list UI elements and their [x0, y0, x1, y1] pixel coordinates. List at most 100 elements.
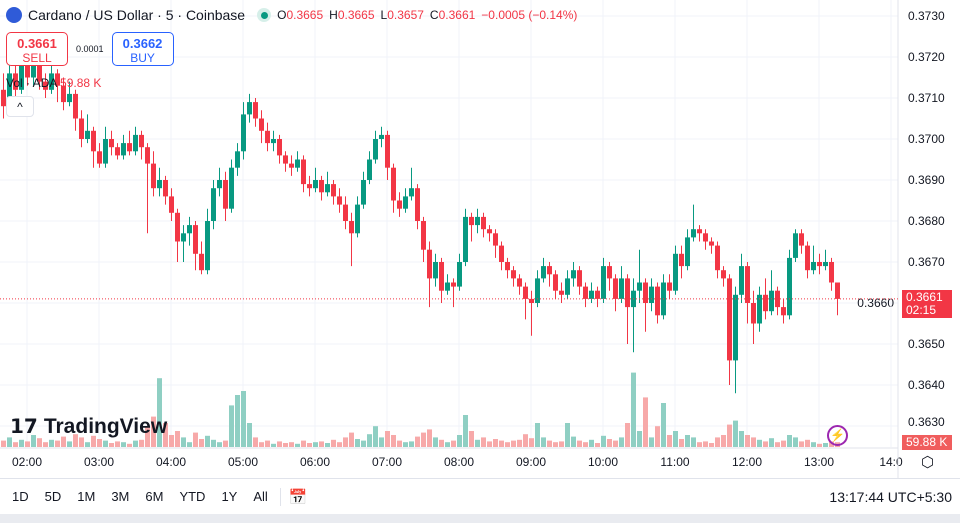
candle [523, 282, 528, 320]
volume-bar [169, 435, 174, 447]
candle-body [295, 159, 300, 168]
range-3m[interactable]: 3M [111, 489, 130, 504]
x-tick-label: 14:0 [879, 455, 903, 469]
settings-icon[interactable]: ⬡ [921, 454, 935, 471]
candle [379, 126, 384, 148]
volume-bar [817, 443, 822, 447]
candle [733, 286, 738, 394]
volume-bar [217, 442, 222, 447]
volume-label: Vol · ADA [6, 76, 57, 90]
candle [295, 151, 300, 172]
candle-body [301, 159, 306, 185]
symbol-title[interactable]: Cardano / US Dollar · 5 · Coinbase [28, 7, 246, 23]
candle [175, 208, 180, 262]
candle [13, 65, 18, 98]
candle [43, 73, 48, 98]
candle-body [385, 134, 390, 168]
candle [73, 89, 78, 131]
candle-body [1, 89, 6, 107]
volume-bar [73, 434, 78, 447]
range-6m[interactable]: 6M [145, 489, 164, 504]
candle [397, 192, 402, 217]
candle-body [205, 221, 210, 271]
candle [619, 266, 624, 303]
volume-bar [409, 441, 414, 447]
buy-button[interactable]: 0.3662 BUY [111, 32, 174, 66]
volume-bar [31, 435, 36, 447]
candle-body [25, 65, 30, 78]
volume-bar [475, 439, 480, 447]
volume-bar [187, 442, 192, 447]
volume-bar [157, 378, 162, 447]
volume-bar [631, 372, 636, 447]
buy-price: 0.3662 [122, 36, 163, 51]
tradingview-logo[interactable]: 𝟭𝟳 TradingView [10, 414, 167, 439]
candle-body [547, 266, 552, 275]
volume-bar [103, 440, 108, 447]
candle-body [835, 282, 840, 299]
volume-bar [715, 437, 720, 447]
candle [133, 126, 138, 156]
volume-bar [49, 439, 54, 447]
change-value: −0.0005 (−0.14%) [481, 8, 578, 22]
volume-bar [115, 441, 120, 447]
candle [661, 274, 666, 320]
sell-button[interactable]: 0.3661 SELL [6, 32, 68, 66]
candle-body [799, 233, 804, 246]
collapse-legend-button[interactable]: ^ [6, 96, 34, 117]
candle [457, 253, 462, 291]
candle [373, 130, 378, 164]
candle [367, 151, 372, 185]
candle-body [139, 134, 144, 148]
clock[interactable]: 13:17:44 UTC+5:30 [829, 488, 952, 505]
candle-body [601, 266, 606, 299]
volume-bar [601, 435, 606, 447]
candle-body [247, 102, 252, 115]
volume-bar [229, 405, 234, 447]
candle [391, 163, 396, 213]
candle [637, 249, 642, 303]
volume-bar [517, 439, 522, 447]
volume-bar [313, 442, 318, 447]
candle [79, 110, 84, 148]
candle [325, 171, 330, 197]
volume-bar [283, 443, 288, 447]
candle-body [541, 266, 546, 279]
volume-bar [25, 441, 30, 447]
volume-bar [727, 424, 732, 447]
x-tick-label: 10:00 [588, 455, 618, 469]
y-tick-label: 0.3720 [908, 50, 945, 64]
volume-bar [559, 441, 564, 447]
candle [187, 216, 192, 246]
date-range-calendar-icon[interactable]: 📅 [288, 488, 308, 506]
candle [517, 274, 522, 295]
candle-body [643, 282, 648, 303]
lightning-icon[interactable]: ⚡ [827, 425, 848, 446]
volume-bar [457, 435, 462, 447]
range-ytd[interactable]: YTD [179, 489, 206, 504]
candle-body [619, 278, 624, 299]
volume-bar [55, 440, 60, 447]
candle [223, 171, 228, 221]
range-all[interactable]: All [253, 489, 268, 504]
x-tick-label: 12:00 [732, 455, 762, 469]
candle-body [505, 262, 510, 271]
volume-bar [661, 403, 666, 447]
range-1d[interactable]: 1D [12, 489, 29, 504]
range-1m[interactable]: 1M [77, 489, 96, 504]
cardano-logo-icon [6, 7, 22, 23]
current-price-tag: 0.3661 02:15 [902, 290, 952, 318]
y-tick-label: 0.3730 [908, 9, 945, 23]
candle-body [187, 225, 192, 234]
candle-body [757, 294, 762, 324]
volume-bar [667, 435, 672, 447]
candle-body [343, 204, 348, 221]
candle [613, 274, 618, 312]
volume-bar [775, 442, 780, 447]
candle-body [91, 130, 96, 152]
volume-bar [691, 437, 696, 447]
range-1y[interactable]: 1Y [221, 489, 238, 504]
volume-bar [289, 442, 294, 447]
price-chart[interactable]: 0.3730 0.3720 0.3710 0.3700 0.3690 0.3680 0.36… [0, 0, 960, 478]
range-5d[interactable]: 5D [44, 489, 62, 504]
